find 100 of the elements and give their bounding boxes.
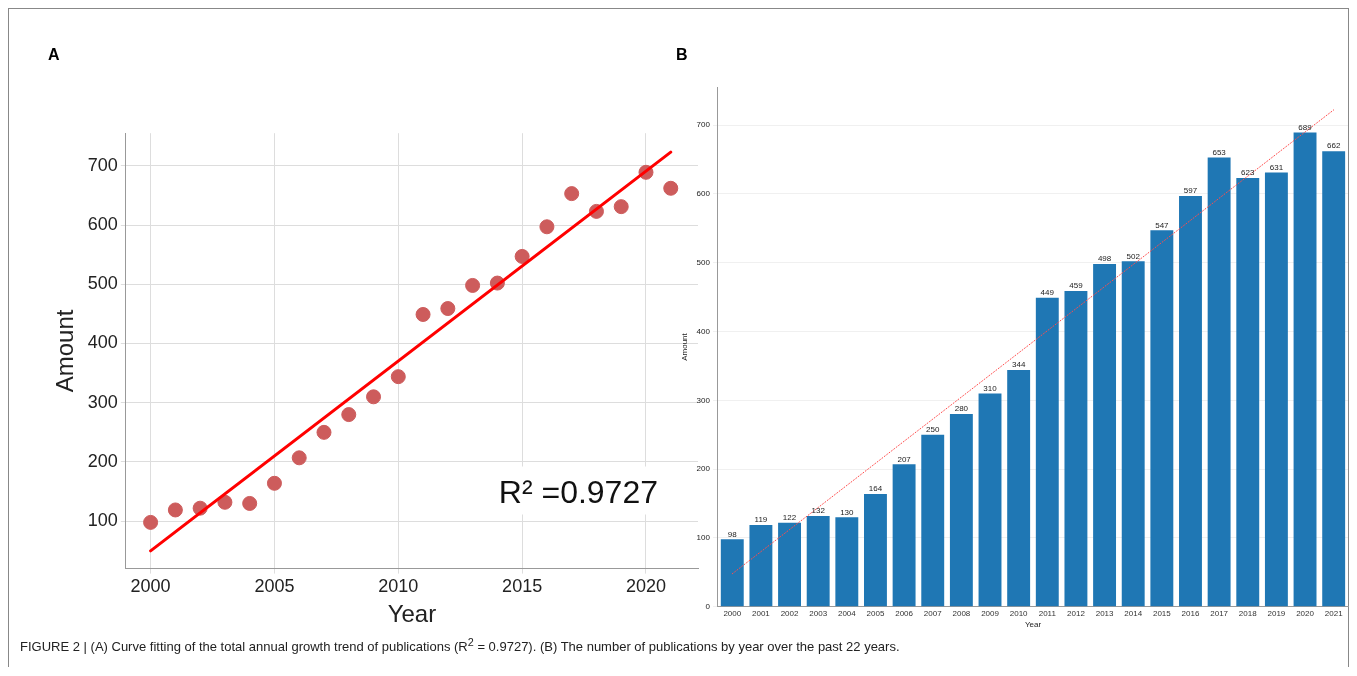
x-tick-label: 2004 <box>837 608 857 618</box>
chart-title: A <box>48 46 60 64</box>
data-label: 459 <box>1069 281 1084 291</box>
data-label: 132 <box>811 506 826 516</box>
y-tick-label: 100 <box>87 510 118 531</box>
y-tick-label: 400 <box>87 332 118 353</box>
data-label: 502 <box>1126 251 1141 261</box>
x-tick-label: 2000 <box>723 608 742 618</box>
x-tick-label: 2012 <box>1067 608 1086 618</box>
x-tick-label: 2010 <box>378 576 419 597</box>
x-tick-label: 2013 <box>1095 608 1115 618</box>
data-label: 631 <box>1269 162 1284 172</box>
point <box>167 502 183 518</box>
x-tick-label: 2008 <box>952 608 971 618</box>
bar <box>1007 370 1031 607</box>
x-tick-label: 2009 <box>981 608 1000 618</box>
data-label: 207 <box>897 454 912 464</box>
bar <box>1207 157 1231 607</box>
caption: FIGURE 2 | (A) Curve fitting of the total annual growth trend of publications (R$^{2}$ = 0.9727). (B) The number of publications by year over the past 22 years. <box>20 636 900 655</box>
x-tick-label: 2003 <box>809 608 828 618</box>
bar <box>1264 172 1288 607</box>
x-axis-title: Year <box>387 600 437 628</box>
bar <box>1236 178 1260 607</box>
data-label: 119 <box>754 515 768 525</box>
y-tick-label: 700 <box>696 120 711 130</box>
x-tick-label: 2000 <box>130 576 171 597</box>
x-axis-title: Year <box>1024 620 1042 630</box>
y-tick-label: 500 <box>87 273 118 294</box>
data-label: 547 <box>1155 220 1170 230</box>
x-tick-label: 2005 <box>254 576 295 597</box>
bar <box>1121 261 1145 607</box>
bar <box>1150 230 1174 607</box>
y-tick-label: 100 <box>696 533 711 543</box>
bar <box>1064 290 1088 607</box>
y-tick-label: 200 <box>87 450 118 471</box>
x-tick-label: 2015 <box>1152 608 1172 618</box>
bar <box>1093 264 1117 607</box>
bar <box>749 524 773 607</box>
x-tick-label: 2020 <box>1296 608 1315 618</box>
y-tick-label: 600 <box>696 189 711 199</box>
data-label: 310 <box>983 383 998 393</box>
point <box>415 306 431 322</box>
x-tick-label: 2011 <box>1038 608 1057 618</box>
x-tick-label: 2001 <box>752 608 771 618</box>
data-label: 689 <box>1298 122 1313 132</box>
point <box>366 389 382 405</box>
x-tick-label: 2020 <box>625 576 667 597</box>
x-tick-label: 2005 <box>866 608 885 618</box>
data-label: 498 <box>1097 254 1112 264</box>
x-tick-label: 2018 <box>1238 608 1258 618</box>
data-label: 597 <box>1183 186 1198 196</box>
y-axis-title: Amount <box>51 309 79 393</box>
point <box>390 369 406 385</box>
data-label: 344 <box>1011 360 1026 370</box>
point <box>143 514 159 530</box>
y-tick-label: 300 <box>696 395 711 405</box>
y-tick-label: 0 <box>705 602 711 611</box>
point <box>217 494 233 510</box>
data-label: 662 <box>1327 141 1341 151</box>
x-tick-label: 2007 <box>923 608 943 618</box>
y-tick-label: 200 <box>696 464 711 474</box>
x-tick-label: 2019 <box>1267 608 1286 618</box>
x-tick-label: 2014 <box>1124 608 1143 618</box>
x-tick-label: 2017 <box>1210 608 1229 618</box>
bar <box>806 515 830 607</box>
bar <box>1293 132 1317 607</box>
bar <box>864 493 887 607</box>
data-label: 449 <box>1040 288 1055 297</box>
point <box>564 186 580 202</box>
point <box>465 277 481 293</box>
point <box>242 495 258 511</box>
y-tick-label: 500 <box>696 257 711 267</box>
y-tick-label: 700 <box>87 154 118 175</box>
data-label: 130 <box>840 507 855 517</box>
bar <box>978 393 1002 607</box>
y-axis-title: Amount <box>680 332 689 361</box>
point <box>539 219 555 235</box>
point <box>316 424 332 440</box>
bar <box>1179 195 1202 607</box>
bar <box>921 434 945 607</box>
bar <box>778 522 801 607</box>
data-label: 280 <box>954 404 969 414</box>
point <box>514 248 530 264</box>
x-tick-label: 2002 <box>780 608 799 618</box>
data-label: 653 <box>1212 147 1227 157</box>
data-label: 122 <box>782 513 797 523</box>
data-label: 164 <box>868 484 883 494</box>
x-tick-label: 2016 <box>1181 608 1200 618</box>
y-tick-label: 600 <box>87 213 118 234</box>
bar <box>949 414 973 607</box>
data-label: 623 <box>1241 168 1255 178</box>
y-tick-label: 400 <box>696 326 711 336</box>
point <box>291 450 307 466</box>
x-tick-label: 2021 <box>1324 608 1344 618</box>
bar <box>1322 151 1346 607</box>
annotation: R² =0.9727 <box>498 473 658 510</box>
y-tick-label: 300 <box>87 391 118 412</box>
bar <box>835 517 859 607</box>
x-tick-label: 2010 <box>1009 608 1029 618</box>
bar <box>1035 297 1059 607</box>
